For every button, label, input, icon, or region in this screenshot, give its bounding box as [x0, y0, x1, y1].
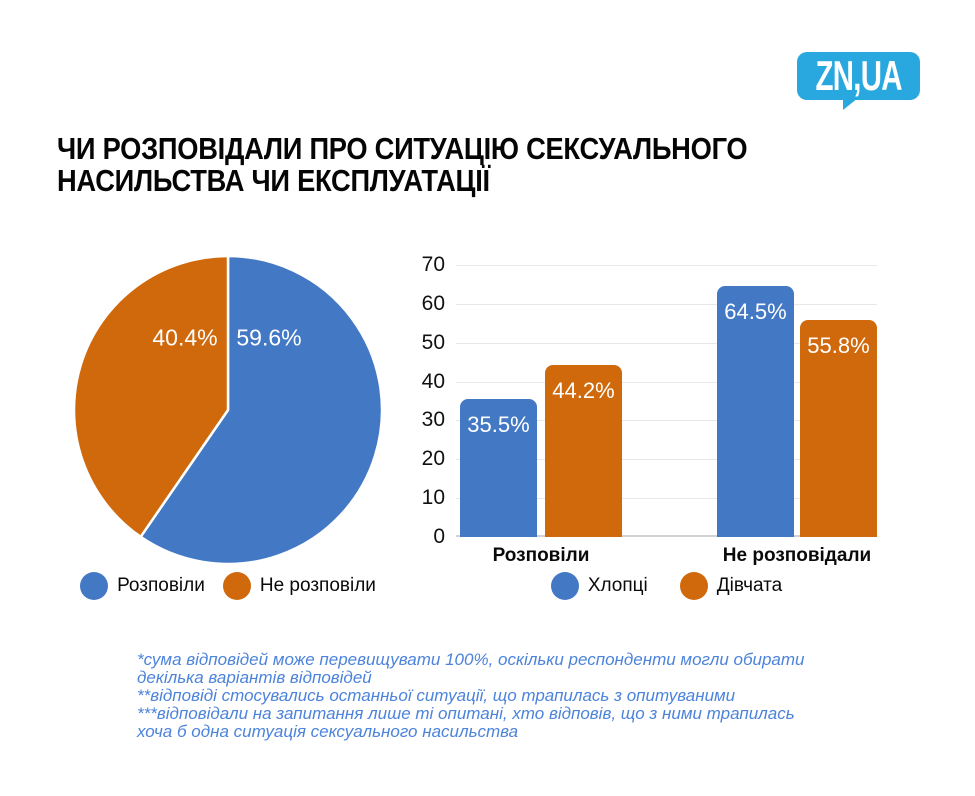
- category-label-ne-rozpovidaly: Не розповідали: [722, 545, 872, 566]
- znua-logo: ZN,UA: [797, 52, 920, 100]
- pie-legend-item-rozpovily: Розповіли: [80, 572, 205, 600]
- gridline-50: [456, 343, 877, 344]
- y-axis-tick-label: 70: [421, 253, 445, 276]
- y-axis-tick-label: 20: [421, 447, 445, 470]
- gridline-70: [456, 265, 877, 266]
- gridline-20: [456, 459, 877, 460]
- pie-slice-не-розповіли: [72, 254, 230, 539]
- bar-plot: 35.5% 64.5% 44.2% 55.8%: [456, 265, 877, 537]
- pie-chart-svg: [72, 254, 384, 566]
- bar-legend-item-khloptsi: Хлопці: [550, 572, 648, 600]
- y-axis-tick-label: 10: [421, 486, 445, 509]
- y-axis-tick-label: 60: [421, 292, 445, 315]
- y-axis-tick-label: 40: [421, 370, 445, 393]
- bar-хлопці-не-розповідали: 64.5%: [717, 286, 794, 537]
- pie-legend: Розповіли Не розповіли: [72, 572, 384, 600]
- znua-logo-tail: [843, 98, 858, 110]
- legend-swatch-blue: [80, 572, 109, 600]
- bar-chart-y-axis: 0 10 20 30 40 50 60 70: [385, 253, 445, 548]
- pie-legend-item-ne-rozpovily: Не розповіли: [222, 572, 376, 600]
- page-title-line1: ЧИ РОЗПОВІДАЛИ ПРО СИТУАЦІЮ СЕКСУАЛЬНОГО: [57, 131, 748, 166]
- gridline-40: [456, 382, 877, 383]
- znua-logo-text: ZN,UA: [815, 52, 902, 99]
- bar-хлопці-розповіли: 35.5%: [460, 399, 537, 537]
- bar-дівчата-не-розповідали: 55.8%: [800, 320, 877, 537]
- bar-дівчата-розповіли: 44.2%: [545, 365, 622, 537]
- bar-value-label: 55.8%: [807, 333, 870, 358]
- footnotes: *сума відповідей може перевищувати 100%,…: [137, 651, 807, 741]
- footnote-3: ***відповідали на запитання лише ті опит…: [137, 704, 795, 741]
- gridline-0: [456, 535, 877, 537]
- pie-slice-label-rozpovily: 59.6%: [236, 324, 302, 351]
- legend-label: Хлопці: [587, 575, 648, 596]
- footnote-2: **відповіді стосувались останньої ситуац…: [137, 686, 736, 705]
- bar-value-label: 35.5%: [467, 412, 530, 437]
- y-axis-tick-label: 30: [421, 408, 445, 431]
- legend-swatch-orange: [679, 572, 708, 600]
- legend-swatch-orange: [222, 572, 251, 600]
- pie-slice-label-ne-rozpovily: 40.4%: [152, 324, 218, 351]
- bar-value-label: 44.2%: [552, 378, 615, 403]
- category-label-rozpovily: Розповіли: [492, 545, 590, 566]
- y-axis-tick-label: 0: [433, 525, 445, 548]
- bar-legend-item-divchata: Дівчата: [679, 572, 783, 600]
- pie-slice-розповіли: [139, 254, 384, 566]
- legend-label: Дівчата: [716, 575, 783, 596]
- gridline-10: [456, 498, 877, 499]
- y-axis-tick-label: 50: [421, 331, 445, 354]
- page-title-line2: НАСИЛЬСТВА ЧИ ЕКСПЛУАТАЦІЇ: [57, 163, 490, 198]
- page-title: ЧИ РОЗПОВІДАЛИ ПРО СИТУАЦІЮ СЕКСУАЛЬНОГО…: [57, 131, 748, 198]
- legend-label: Розповіли: [117, 575, 205, 596]
- bar-legend: Хлопці Дівчата: [456, 572, 877, 600]
- pie-chart: 40.4% 59.6%: [72, 254, 384, 566]
- bar-value-label: 64.5%: [724, 299, 787, 324]
- gridline-30: [456, 420, 877, 421]
- legend-label: Не розповіли: [259, 575, 376, 596]
- gridline-60: [456, 304, 877, 305]
- legend-swatch-blue: [550, 572, 579, 600]
- footnote-1: *сума відповідей може перевищувати 100%,…: [137, 650, 805, 687]
